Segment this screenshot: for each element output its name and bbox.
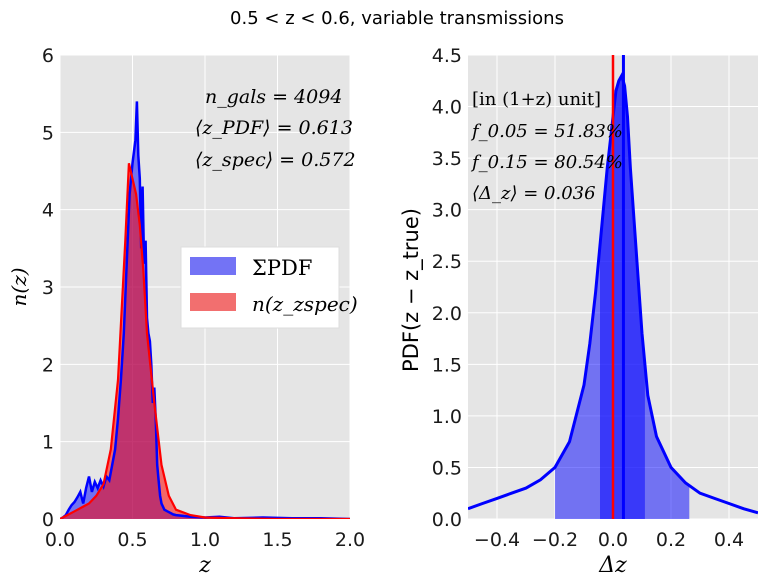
annotation-unit: [in (1+z) unit] [472,89,601,110]
right-ytick-label: 4.0 [432,97,462,119]
right-ytick-label: 3.0 [432,200,462,222]
right-ytick-label: 2.5 [432,251,462,273]
left-panel: 0.0 0.5 1.0 1.5 2.0 0 1 2 3 4 5 6 z n(z) n_gals = 4… [7,45,365,578]
right-tick-labels: −0.4 −0.2 0.0 0.2 0.4 0.0 0.5 1.0 1.5 2.0 2.5 3.0 3.… [432,45,744,551]
nz-spec-area [60,163,350,519]
left-ytick-label: 4 [42,200,54,222]
right-ytick-label: 1.5 [432,354,462,376]
nz-spec-line [60,163,350,519]
figure-title: 0.5 < z < 0.6, variable transmissions [230,8,564,29]
right-ytick-label: 0.0 [432,509,462,531]
left-ytick-label: 5 [42,122,54,144]
legend: ΣPDF n(z_zspec) [180,246,358,329]
right-ylabel: PDF(z − z_true) [399,208,424,372]
left-xlabel: z [198,553,211,578]
left-xtick-label: 2.0 [335,529,365,551]
annotation-mean-dz: ⟨Δ_z⟩ = 0.036 [472,183,596,204]
right-xtick-label: 0.2 [656,529,686,551]
annotation-ngals: n_gals = 4094 [205,86,342,108]
left-ytick-label: 3 [42,277,54,299]
legend-label-sigma-pdf: ΣPDF [252,256,312,280]
annotation-f005: f_0.05 = 51.83% [470,121,623,142]
left-xtick-label: 1.0 [190,529,220,551]
left-ytick-label: 0 [42,509,54,531]
left-xtick-label: 0.0 [45,529,75,551]
right-panel: −0.4 −0.2 0.0 0.2 0.4 0.0 0.5 1.0 1.5 2.0 2.5 3.0 3.… [399,45,758,578]
annotation-zspec-mean: ⟨z_spec⟩ = 0.572 [195,149,356,171]
left-ytick-label: 6 [42,45,54,67]
right-ytick-label: 0.5 [432,457,462,479]
pdf-curve [468,71,758,515]
right-xlabel: Δz [598,553,627,578]
left-ytick-label: 1 [42,432,54,454]
annotation-f015: f_0.15 = 80.54% [470,152,623,173]
left-ytick-label: 2 [42,354,54,376]
right-xtick-label: −0.2 [532,529,578,551]
annotation-zpdf-mean: ⟨z_PDF⟩ = 0.613 [195,117,353,139]
right-ytick-label: 2.0 [432,303,462,325]
left-ylabel: n(z) [7,267,31,306]
legend-swatch-nz-spec [190,293,236,311]
left-tick-labels: 0.0 0.5 1.0 1.5 2.0 0 1 2 3 4 5 6 [42,45,365,551]
legend-label-nz-spec: n(z_zspec) [252,292,358,316]
right-xtick-label: −0.4 [474,529,520,551]
right-ytick-label: 1.0 [432,406,462,428]
right-ytick-label: 4.5 [432,45,462,67]
right-xtick-label: 0.4 [714,529,744,551]
left-xtick-label: 1.5 [262,529,292,551]
right-ytick-label: 3.5 [432,148,462,170]
left-xtick-label: 0.5 [117,529,147,551]
legend-swatch-sigma-pdf [190,257,236,275]
sigma-pdf-line [60,101,350,519]
right-xtick-label: 0.0 [598,529,628,551]
